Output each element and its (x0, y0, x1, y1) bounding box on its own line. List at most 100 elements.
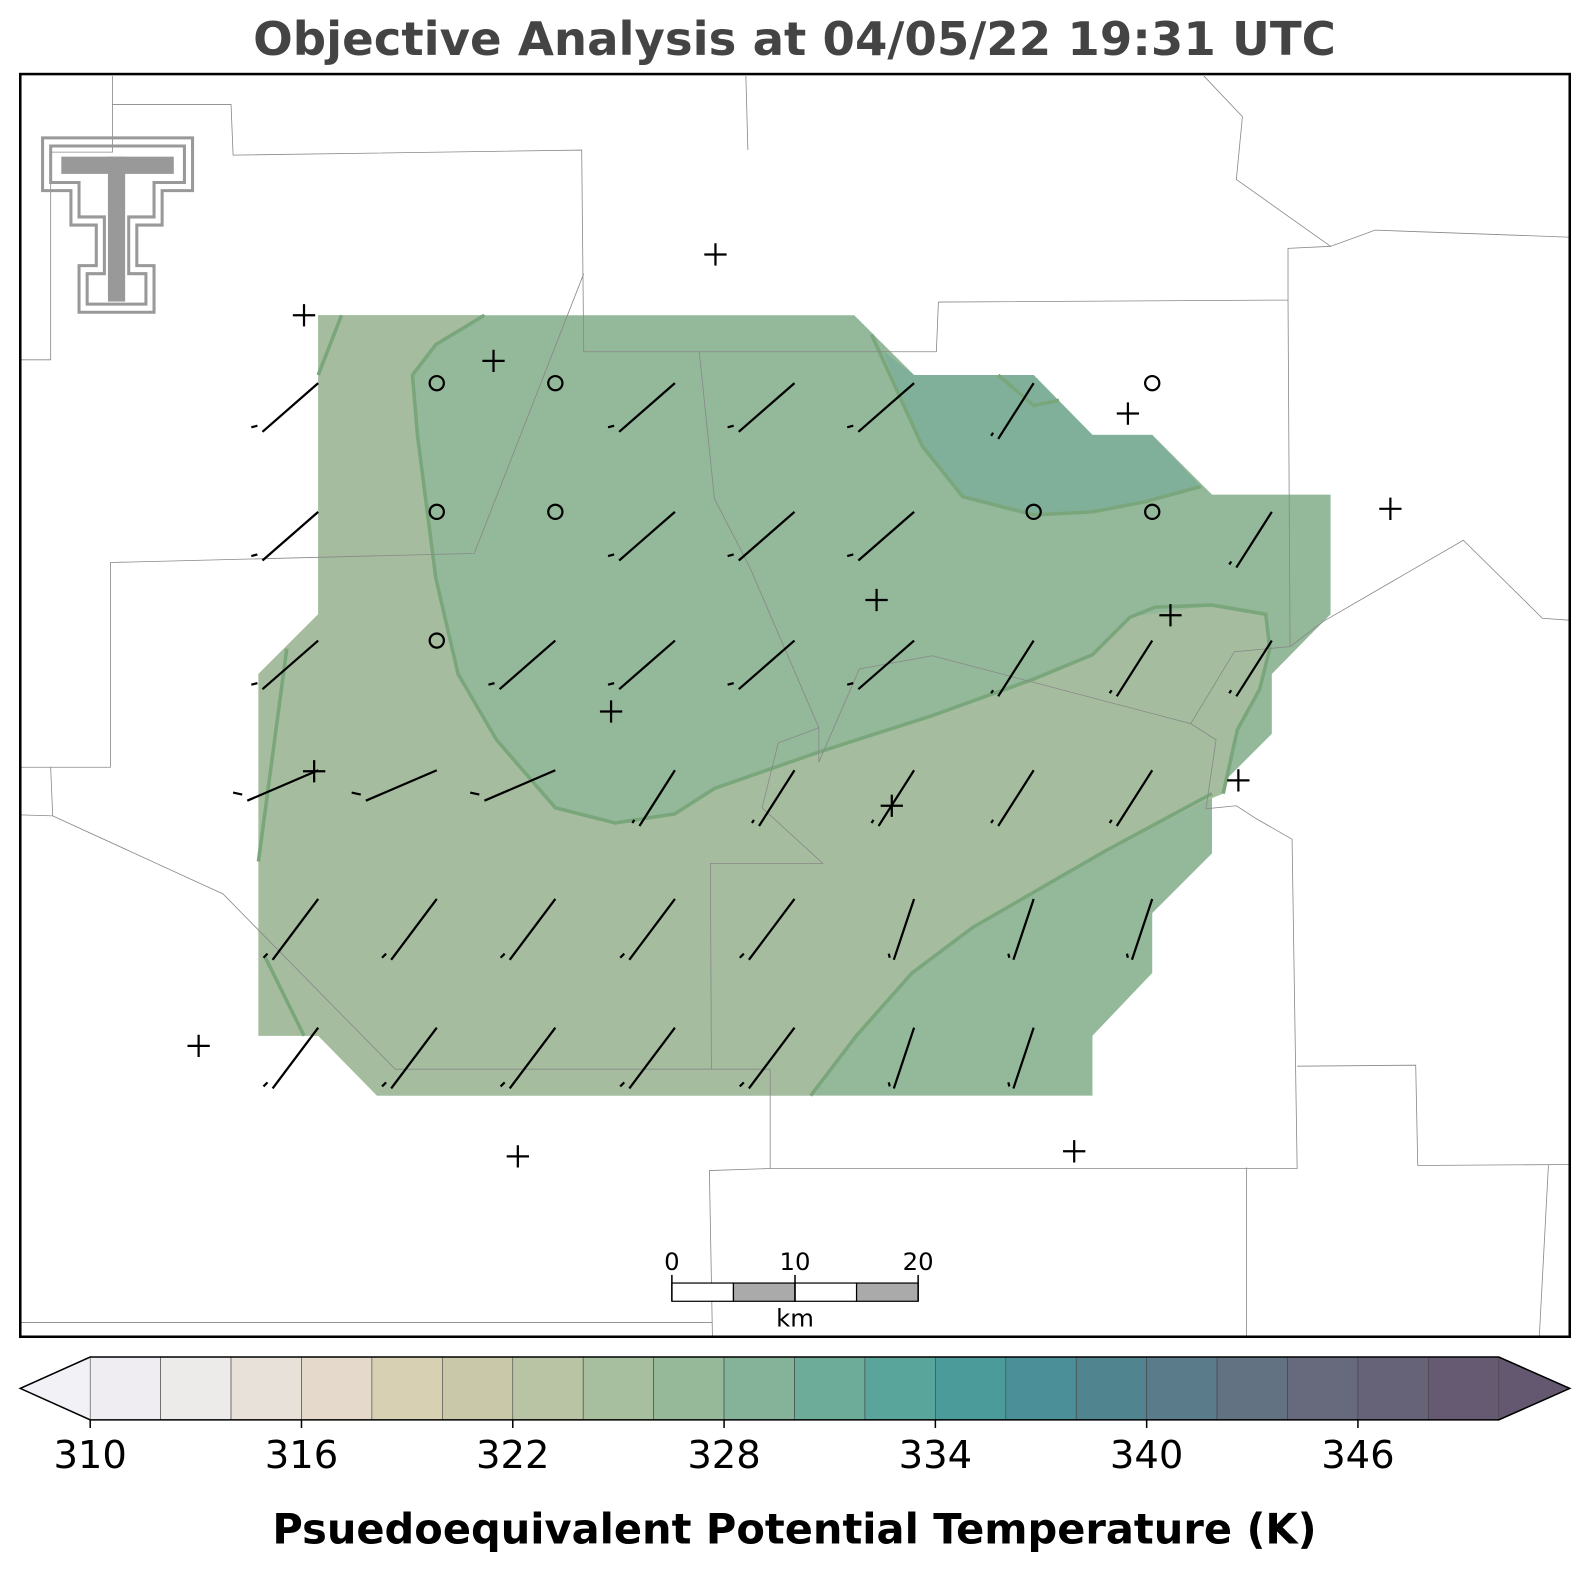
colorbar-tick-label: 316 (265, 1433, 339, 1478)
wind-barb (381, 898, 438, 961)
scale-bar: 0 10 20 km (664, 1247, 933, 1333)
wind-barb (1125, 898, 1154, 961)
colorbar-tick-label: 310 (53, 1433, 127, 1478)
scale-segment (732, 1282, 796, 1302)
colorbar-box (864, 1356, 936, 1421)
wind-barb (990, 639, 1035, 697)
wind-barb (607, 382, 676, 433)
calm-marker (1144, 503, 1161, 521)
station-marker (187, 1034, 210, 1058)
station-marker (599, 700, 623, 723)
calm-marker (428, 503, 445, 521)
wind-barb (488, 639, 557, 691)
wind-barb (870, 769, 916, 827)
wind-barb (1108, 769, 1154, 827)
wind-barb (469, 769, 556, 802)
wind-barb (607, 511, 676, 562)
calm-marker (428, 632, 445, 649)
wind-barb (232, 769, 319, 802)
contour (256, 314, 344, 1037)
colorbar-box (89, 1356, 161, 1421)
wind-barb (727, 639, 796, 691)
scale-label: 20 (903, 1247, 934, 1276)
wind-barb (251, 639, 319, 691)
wind-barb (990, 769, 1035, 827)
colorbar-box (723, 1356, 795, 1421)
wind-barb (619, 898, 676, 961)
calm-marker (547, 374, 564, 392)
calm-marker (428, 374, 445, 392)
wind-barb (727, 382, 796, 433)
wind-barb (1228, 511, 1273, 569)
colorbar-box (582, 1356, 654, 1421)
scale-label: 0 (664, 1247, 679, 1276)
colorbar-box (935, 1356, 1007, 1421)
title: Objective Analysis at 04/05/22 19:31 UTC (253, 12, 1336, 66)
wind-barb (727, 511, 796, 562)
wind-barb (251, 511, 319, 562)
colorbar-box (512, 1356, 584, 1421)
colorbar-tick-label: 334 (899, 1433, 973, 1478)
logo (41, 136, 195, 314)
wind-barb (607, 639, 676, 691)
wind-barb (499, 1026, 557, 1090)
colorbar-outline (18, 1356, 1572, 1421)
stations (187, 243, 1402, 1168)
wind-barb (499, 898, 557, 961)
contour (869, 333, 1202, 517)
colorbar-box (1075, 1356, 1147, 1421)
colorbar-box (160, 1356, 232, 1421)
wind-barb (262, 1026, 320, 1090)
wind-barb (1007, 898, 1035, 961)
station-marker (704, 243, 727, 266)
calm-marker (1025, 503, 1042, 521)
colorbar-extend-high (1498, 1357, 1570, 1420)
contour (997, 373, 1060, 408)
station-marker (1379, 497, 1402, 520)
station-marker (292, 304, 316, 327)
colorbar-box (1005, 1356, 1077, 1421)
wind-barb (381, 1026, 438, 1090)
calm-marker (1144, 374, 1161, 392)
wind-barb (1007, 1027, 1035, 1089)
scale-segment (671, 1282, 735, 1302)
colorbar-box (794, 1356, 866, 1421)
wind-barb (251, 382, 319, 433)
wind-barb (738, 1026, 796, 1090)
wind-barb (1228, 639, 1273, 697)
colorbar-label: Psuedoequivalent Potential Temperature (… (272, 1504, 1316, 1553)
wind-barb (887, 898, 916, 961)
wind-barbs (232, 374, 1273, 1090)
station-marker (1159, 604, 1182, 627)
wind-barb (887, 1027, 916, 1089)
map (19, 72, 1572, 1339)
station-marker (1116, 402, 1140, 425)
wind-barb (351, 769, 438, 802)
colorbar-box (1216, 1356, 1288, 1421)
wind-barb (846, 639, 915, 691)
wind-barb (846, 382, 915, 433)
wind-barb (262, 898, 320, 961)
colorbar-box (230, 1356, 302, 1421)
station-marker (880, 794, 903, 817)
station-marker (1227, 769, 1250, 792)
colorbar-box (371, 1356, 443, 1421)
colorbar-tick-label: 322 (476, 1433, 549, 1478)
colorbar-box (1287, 1356, 1359, 1421)
colorbar-tick-label: 346 (1321, 1433, 1395, 1478)
colorbar-tick-label: 340 (1110, 1433, 1184, 1478)
scale-unit: km (776, 1304, 814, 1333)
scale-segment (855, 1282, 919, 1302)
colorbar-extend-low (20, 1357, 91, 1420)
wind-barb (631, 769, 676, 827)
station-marker (865, 588, 888, 612)
colorbar-box (1428, 1356, 1500, 1421)
colorbar-tick-label: 328 (687, 1433, 761, 1478)
wind-barb (751, 769, 796, 827)
wind-barb (990, 382, 1035, 440)
colorbar-box (1146, 1356, 1218, 1421)
wind-barb (846, 511, 915, 562)
scale-segment (794, 1282, 858, 1302)
